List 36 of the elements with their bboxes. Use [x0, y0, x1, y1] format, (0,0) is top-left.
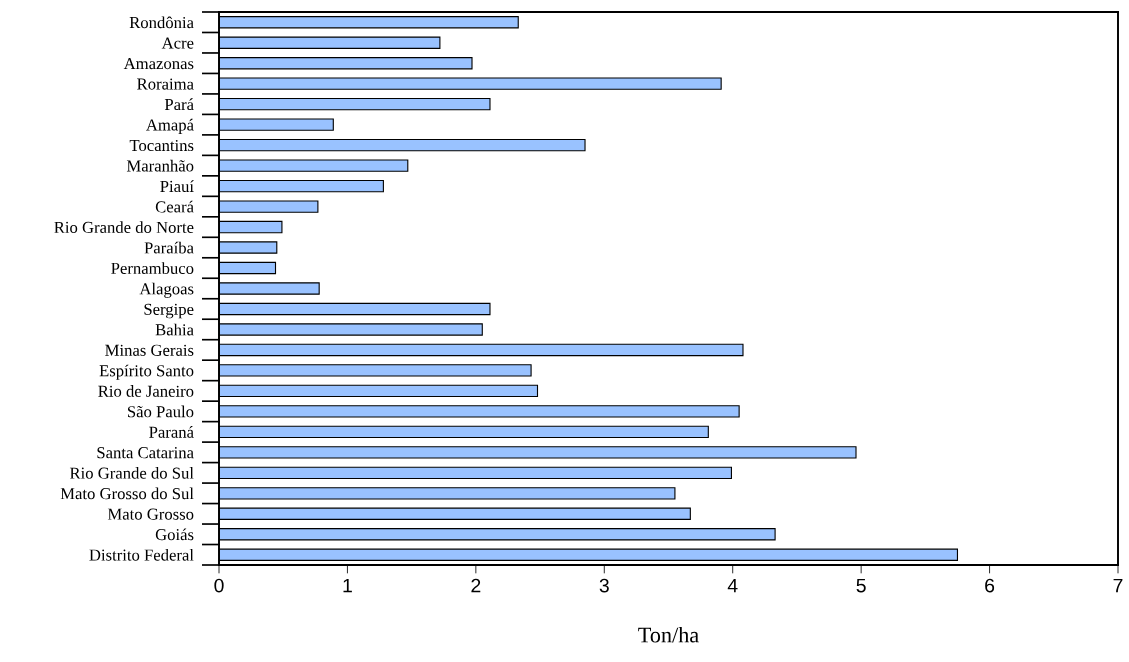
y-tick-label: Rondônia: [129, 16, 194, 29]
y-tick-label: Goiás: [155, 528, 194, 541]
y-tick-label: Sergipe: [144, 303, 194, 319]
y-tick-label: Bahia: [155, 323, 194, 336]
y-tick-label: Acre: [161, 37, 194, 49]
y-tick-label: Rio de Janeiro: [98, 385, 194, 397]
y-tick-label: Ceará: [155, 200, 194, 213]
y-tick-label: Paraná: [149, 426, 194, 438]
y-tick-label: Pernambuco: [111, 262, 194, 274]
x-tick-label: 1: [343, 578, 352, 593]
x-tick-label: 7: [1113, 578, 1123, 593]
x-tick-label: 4: [727, 578, 738, 593]
y-tick-label: Santa Catarina: [97, 447, 194, 459]
y-tick-label: Tocantins: [129, 139, 194, 152]
x-tick-label: 3: [599, 578, 609, 593]
y-tick-label: Espírito Santo: [99, 364, 194, 380]
x-tick-label: 0: [214, 578, 224, 593]
x-tick-label: 6: [985, 578, 995, 593]
y-tick-label: Amapá: [146, 118, 194, 134]
y-tick-label: São Paulo: [127, 405, 194, 418]
y-tick-label: Amazonas: [123, 57, 194, 70]
y-tick-label: Maranhão: [126, 159, 194, 172]
y-tick-label: Minas Gerais: [105, 344, 194, 356]
y-tick-label: Distrito Federal: [89, 548, 194, 561]
y-tick-label: Piauí: [160, 180, 194, 193]
y-tick-label: Mato Grosso do Sul: [60, 487, 194, 500]
y-tick-label: Alagoas: [139, 282, 194, 298]
y-tick-label: Mato Grosso: [107, 508, 194, 520]
y-tick-label: Rio Grande do Sul: [69, 467, 194, 479]
y-tick-label: Roraima: [137, 78, 194, 90]
x-tick-label: 2: [471, 578, 481, 593]
y-tick-label: Rio Grande do Norte: [54, 221, 194, 233]
x-tick-label: 5: [856, 578, 866, 593]
x-axis-title: Ton/ha: [638, 626, 699, 643]
y-tick-label: Pará: [164, 98, 194, 111]
y-tick-label: Paraíba: [144, 241, 194, 254]
